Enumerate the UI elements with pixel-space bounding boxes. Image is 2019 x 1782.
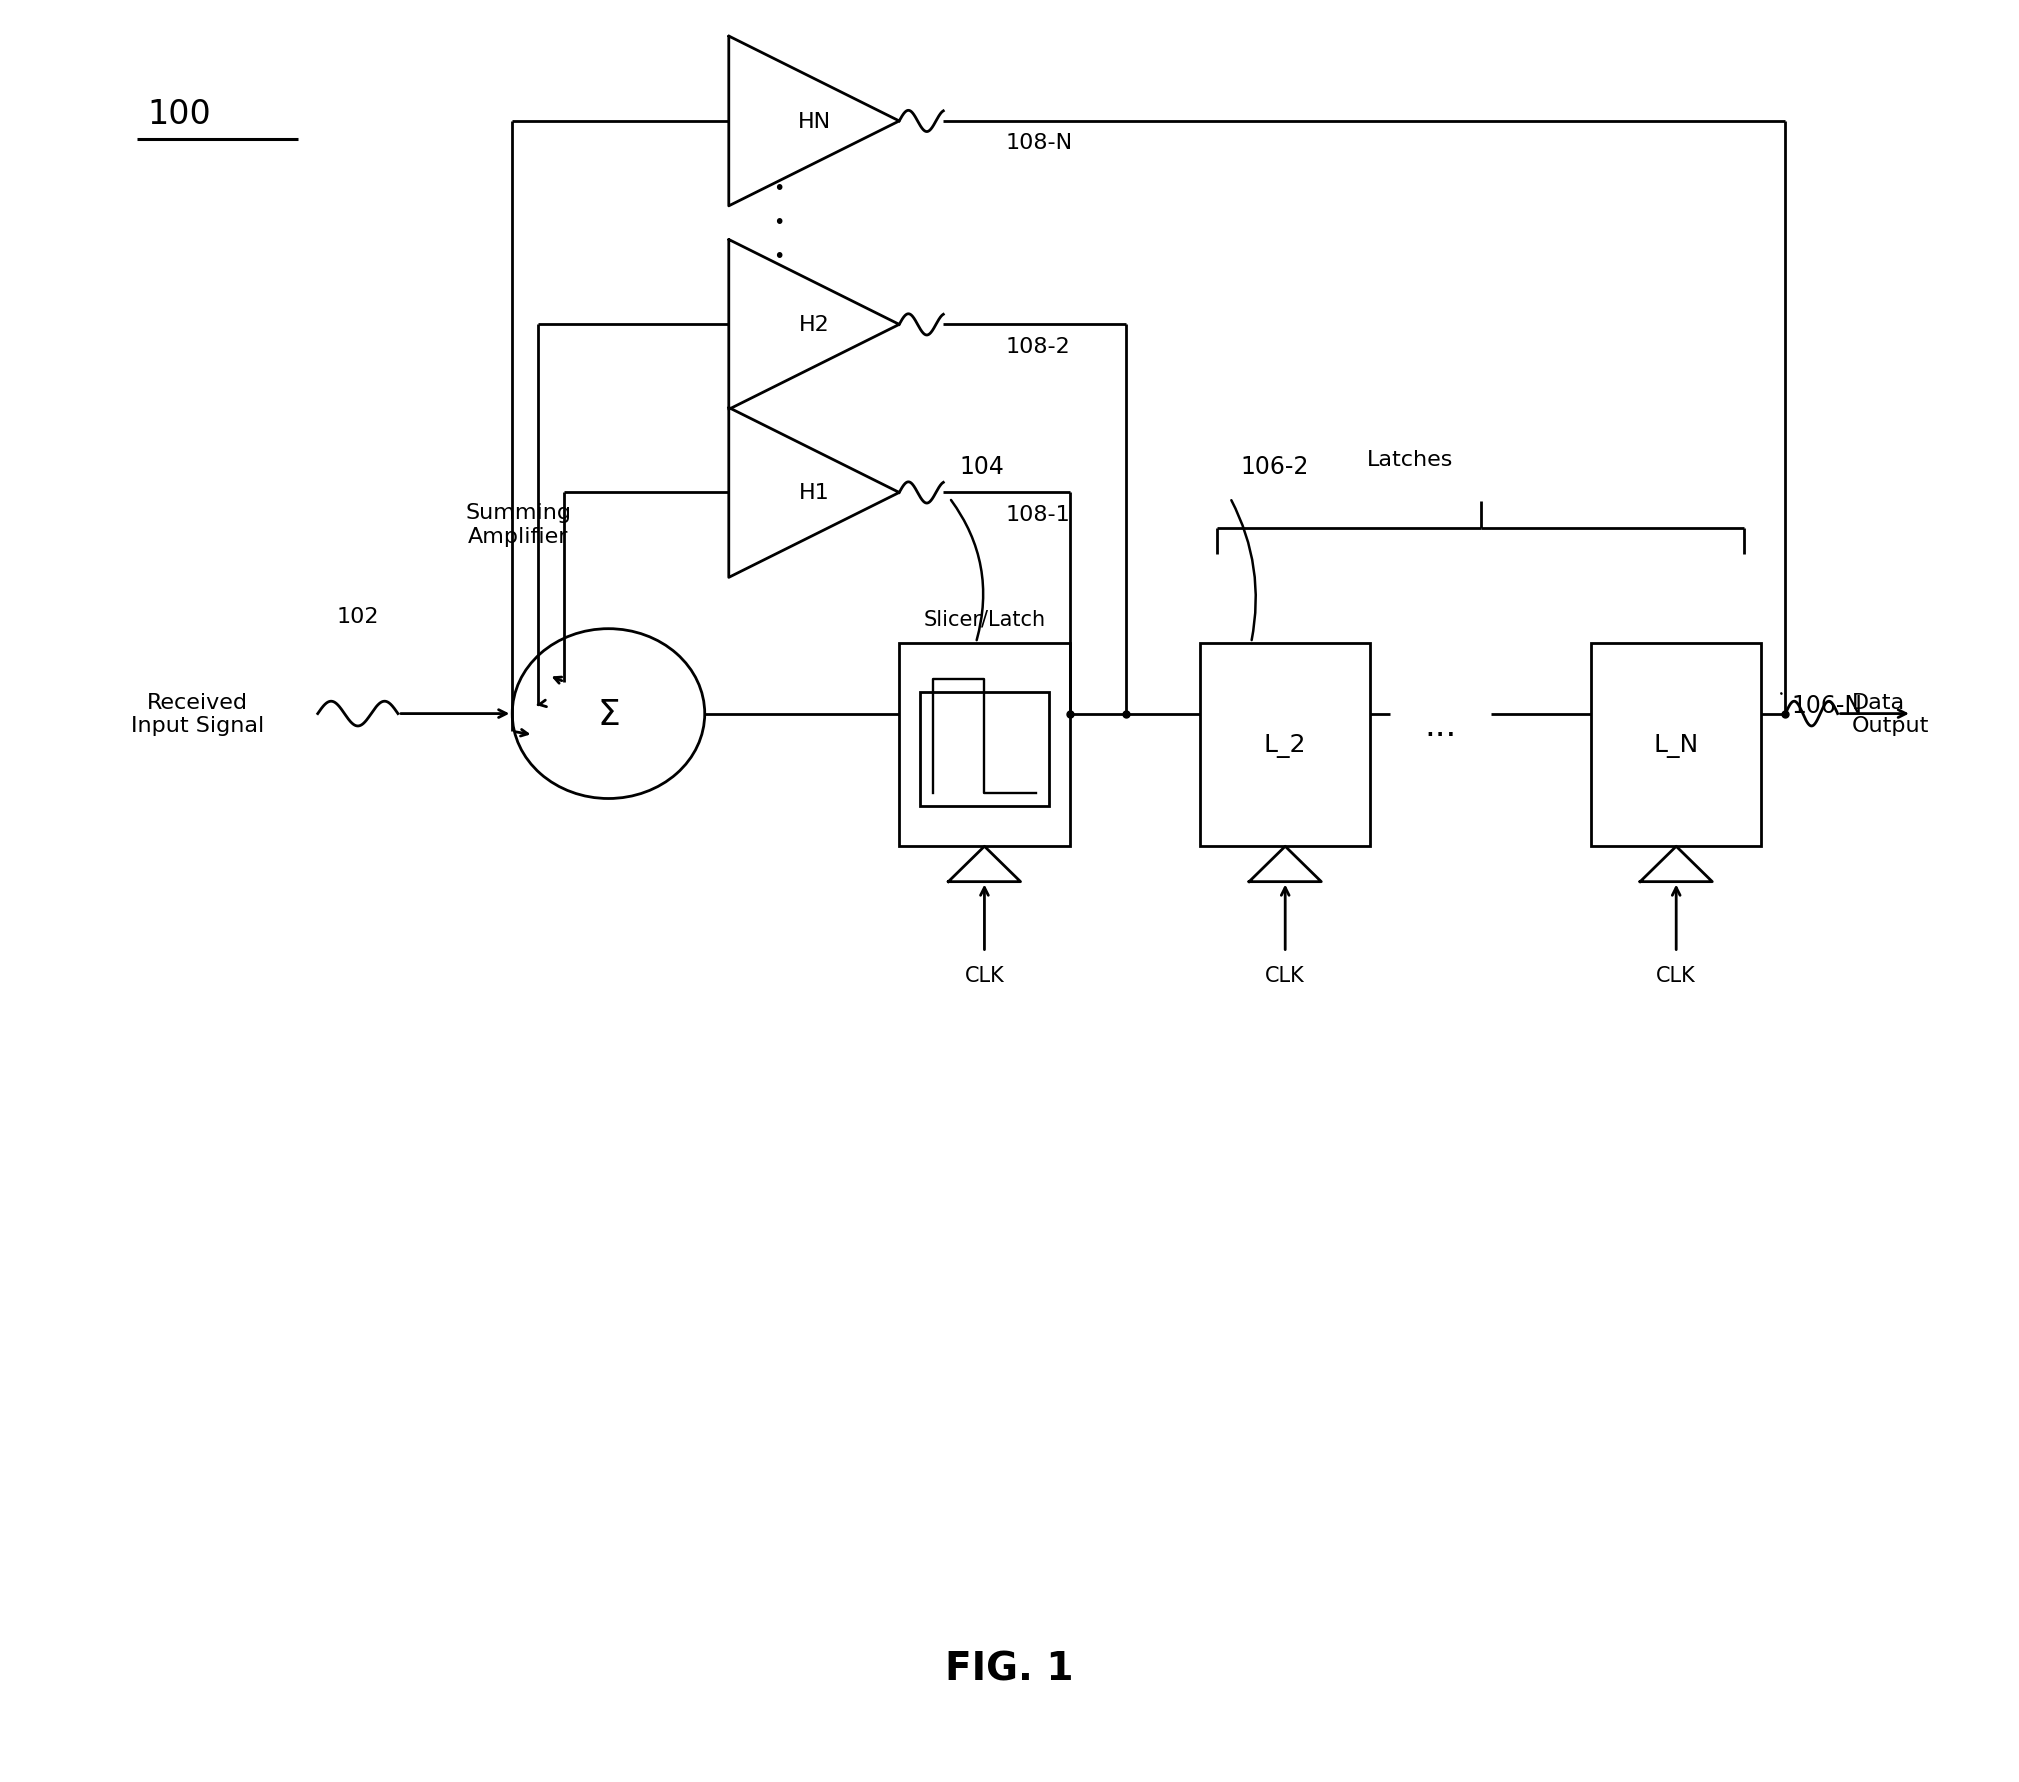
Text: 106-N: 106-N: [1791, 693, 1864, 718]
Text: L_2: L_2: [1264, 732, 1306, 757]
Text: Latches: Latches: [1367, 451, 1454, 470]
Text: HN: HN: [798, 112, 830, 132]
Text: L_N: L_N: [1654, 732, 1698, 757]
Bar: [1199, 643, 1371, 846]
Text: 108-N: 108-N: [1005, 134, 1072, 153]
Text: 100: 100: [147, 98, 212, 130]
Text: CLK: CLK: [965, 966, 1003, 985]
Text: 108-1: 108-1: [1005, 504, 1070, 524]
Text: 106-2: 106-2: [1240, 454, 1308, 479]
Text: 108-2: 108-2: [1005, 337, 1070, 356]
Text: FIG. 1: FIG. 1: [945, 1650, 1074, 1688]
Text: •
•
•: • • •: [773, 180, 785, 266]
Text: H2: H2: [800, 315, 830, 335]
Text: Data
Output: Data Output: [1851, 693, 1928, 736]
Bar: [921, 691, 1050, 805]
Text: Summing
Amplifier: Summing Amplifier: [464, 503, 571, 547]
Text: Received
Input Signal: Received Input Signal: [131, 693, 264, 736]
Bar: [898, 643, 1070, 846]
Text: H1: H1: [800, 483, 830, 503]
Text: CLK: CLK: [1266, 966, 1304, 985]
Text: ···: ···: [1425, 720, 1458, 752]
Text: 104: 104: [959, 454, 1003, 479]
Text: Σ: Σ: [598, 697, 620, 731]
Text: Slicer/Latch: Slicer/Latch: [923, 609, 1046, 629]
Bar: [1591, 643, 1761, 846]
Text: 102: 102: [337, 608, 380, 627]
Text: CLK: CLK: [1656, 966, 1696, 985]
